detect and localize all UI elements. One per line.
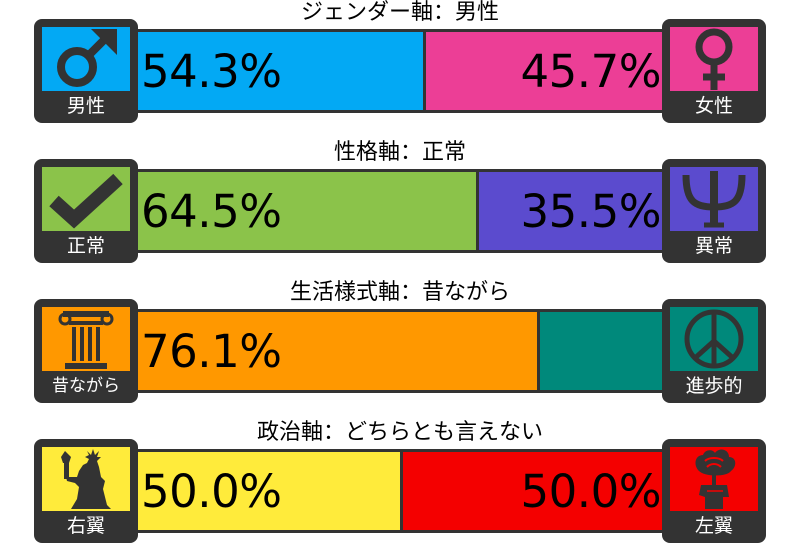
right-label: 異常 (694, 235, 733, 257)
politics-axis: 政治軸：どちらとも言えない 50.0% 50.0% 右翼 (34, 420, 766, 546)
left-percent: 64.5% (141, 185, 282, 238)
lifestyle-axis: 生活様式軸：昔ながら 76.1% 昔ながら (34, 280, 766, 406)
axis-title: ジェンダー軸：男性 (300, 0, 499, 25)
axis-title: 生活様式軸：昔ながら (289, 280, 510, 305)
axis-title: 性格軸：正常 (333, 140, 466, 165)
left-percent: 50.0% (141, 465, 282, 518)
left-badge: 男性 (34, 19, 138, 123)
left-percent: 54.3% (141, 45, 282, 98)
right-badge: 異常 (662, 159, 766, 263)
peace-icon (670, 307, 758, 371)
left-label: 右翼 (66, 515, 105, 537)
axis-bar: 76.1% (134, 309, 666, 393)
left-label: 男性 (66, 95, 105, 117)
left-bar: 76.1% (137, 312, 537, 390)
right-label: 女性 (694, 95, 733, 117)
psi-icon (670, 167, 758, 231)
personality-axis: 性格軸：正常 64.5% 35.5% 正常 異常 (34, 140, 766, 266)
right-label: 進歩的 (685, 375, 743, 397)
left-label: 昔ながら (52, 376, 120, 396)
right-label: 左翼 (694, 515, 733, 537)
left-badge: 正常 (34, 159, 138, 263)
right-bar (540, 312, 663, 390)
right-bar: 35.5% (479, 172, 663, 250)
checkmark-icon (42, 167, 130, 231)
right-bar: 45.7% (426, 32, 663, 110)
left-badge: 昔ながら (34, 299, 138, 403)
right-percent: 45.7% (520, 45, 662, 98)
right-badge: 女性 (662, 19, 766, 123)
right-percent: 35.5% (520, 185, 662, 238)
right-badge: 進歩的 (662, 299, 766, 403)
left-badge: 右翼 (34, 439, 138, 543)
male-symbol-icon (42, 27, 130, 91)
right-badge: 左翼 (662, 439, 766, 543)
female-symbol-icon (670, 27, 758, 91)
gender-axis: ジェンダー軸：男性 54.3% 45.7% 男性 女性 (34, 0, 766, 126)
left-label: 正常 (66, 235, 105, 257)
axis-title: 政治軸：どちらとも言えない (256, 420, 543, 445)
axis-bar: 64.5% 35.5% (134, 169, 666, 253)
axis-bar: 54.3% 45.7% (134, 29, 666, 113)
right-percent: 50.0% (520, 465, 662, 518)
left-bar: 64.5% (137, 172, 476, 250)
left-percent: 76.1% (141, 325, 282, 378)
column-icon (42, 307, 130, 371)
statue-of-liberty-icon (42, 447, 130, 511)
left-bar: 54.3% (137, 32, 423, 110)
right-bar: 50.0% (403, 452, 663, 530)
rose-fist-icon (670, 447, 758, 511)
left-bar: 50.0% (137, 452, 400, 530)
axis-bar: 50.0% 50.0% (134, 449, 666, 533)
